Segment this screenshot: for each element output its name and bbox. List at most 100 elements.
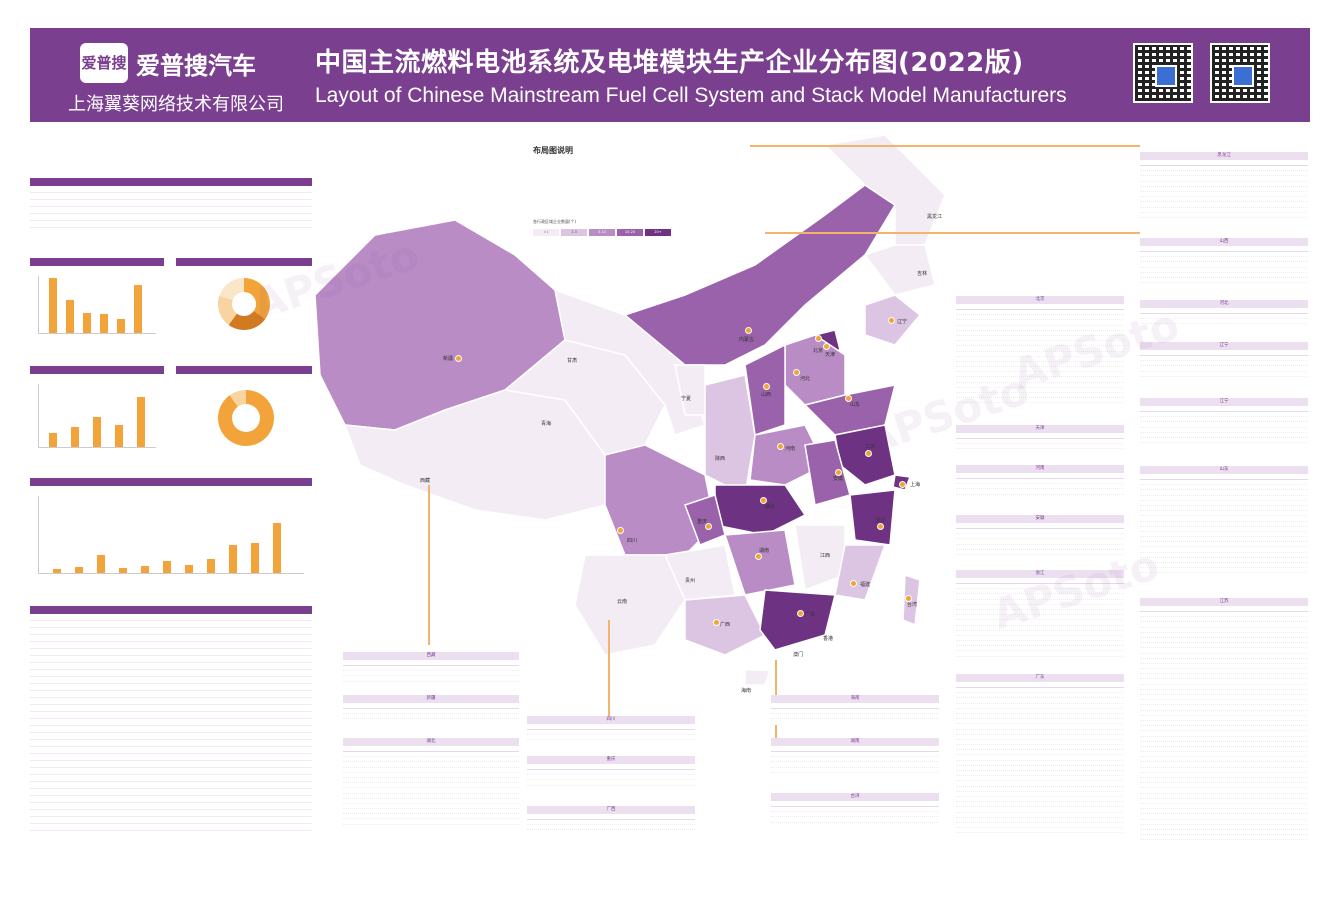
province-card-row xyxy=(1140,695,1308,701)
province-card-row xyxy=(343,794,519,799)
province-card-header xyxy=(1140,350,1308,356)
province-card-row xyxy=(1140,542,1308,548)
table-row xyxy=(30,705,312,712)
province-card-row xyxy=(343,666,519,672)
province-card-row xyxy=(1140,412,1308,418)
province-card-row xyxy=(1140,664,1308,670)
province-label: 北京 xyxy=(813,348,824,354)
chart-bar xyxy=(49,278,57,333)
province-card-row xyxy=(1140,638,1308,644)
footer-line xyxy=(30,854,1310,864)
province-card-row xyxy=(956,388,1124,393)
connector-line xyxy=(608,620,610,720)
province-card: 浙江 xyxy=(956,570,1124,666)
province-card-row xyxy=(956,529,1124,535)
province-card-row xyxy=(1140,820,1308,825)
province-card-row xyxy=(771,812,939,818)
province-card-row xyxy=(527,825,695,831)
province-card-row xyxy=(956,346,1124,352)
province-card-row xyxy=(956,828,1124,834)
province-card-row xyxy=(1140,773,1308,778)
province-card-row xyxy=(1140,490,1308,496)
province-card-row xyxy=(1140,356,1308,362)
province-card-row xyxy=(956,534,1124,540)
province-card-row xyxy=(1140,547,1308,553)
province-card-row xyxy=(771,714,939,720)
province-card-row xyxy=(1140,747,1308,753)
combo-chart-panel xyxy=(30,366,164,462)
province-card-row xyxy=(1140,659,1308,664)
province-card-row xyxy=(1140,202,1308,208)
province-label: 海南 xyxy=(741,688,752,694)
company-name: 上海翼葵网络技术有限公司 xyxy=(68,94,284,115)
province-card-row xyxy=(956,326,1124,331)
province-card-title: 新疆 xyxy=(343,695,519,703)
province-card-row xyxy=(956,320,1124,326)
legend-swatch: 10-20 xyxy=(617,229,643,236)
province-card-row xyxy=(1140,563,1308,569)
province-card-row xyxy=(1140,516,1308,522)
province-card-row xyxy=(956,693,1124,699)
province-label: 山西 xyxy=(761,392,772,398)
province-card-row xyxy=(771,807,939,813)
province-card-row xyxy=(956,761,1124,766)
province-card-header xyxy=(1140,308,1308,314)
donut-panel-2 xyxy=(176,366,312,462)
region-guangdong xyxy=(759,589,836,651)
chart-bar xyxy=(185,565,193,573)
province-card-row xyxy=(527,780,695,786)
table-row xyxy=(30,761,312,768)
province-card: 台湾 xyxy=(771,793,939,833)
province-card-row xyxy=(1140,208,1308,213)
province-label: 山东 xyxy=(850,402,861,408)
province-card-row xyxy=(956,393,1124,399)
province-card-row xyxy=(1140,278,1308,284)
province-card-row xyxy=(956,341,1124,347)
province-card-row xyxy=(527,770,695,776)
province-card-row xyxy=(1140,783,1308,789)
province-card-row xyxy=(956,730,1124,735)
province-card: 湖南 xyxy=(771,738,939,783)
table-row xyxy=(30,200,312,207)
province-card-row xyxy=(956,766,1124,771)
province-card-header xyxy=(343,660,519,666)
chart-bar xyxy=(66,300,74,333)
province-card-row xyxy=(343,752,519,758)
province-card-row xyxy=(1140,366,1308,372)
province-label: 西藏 xyxy=(420,478,431,484)
province-card-row xyxy=(956,398,1124,404)
province-card-row xyxy=(956,331,1124,336)
province-card-row xyxy=(1140,558,1308,563)
province-card-row xyxy=(956,802,1124,808)
province-card-header xyxy=(771,801,939,807)
province-label: 内蒙古 xyxy=(739,337,755,343)
page-title: 中国主流燃料电池系统及电堆模块生产企业分布图(2022版) xyxy=(315,48,1024,78)
province-card-title: 广东 xyxy=(956,674,1124,682)
province-card-row xyxy=(1140,166,1308,172)
province-card-title: 台湾 xyxy=(771,793,939,801)
map-dot xyxy=(877,523,884,530)
province-card-row xyxy=(343,819,519,825)
province-card-header xyxy=(343,703,519,709)
chart-bar xyxy=(137,397,145,447)
province-card-row xyxy=(1140,428,1308,433)
province-card: 海南 xyxy=(771,695,939,725)
table-row xyxy=(30,747,312,754)
province-card-row xyxy=(956,792,1124,797)
map-dot xyxy=(835,469,842,476)
province-label: 陕西 xyxy=(715,456,726,462)
province-card-row xyxy=(1140,612,1308,618)
table-row xyxy=(30,207,312,214)
province-card: 广西 xyxy=(527,806,695,836)
province-card-row xyxy=(1140,511,1308,517)
province-card-row xyxy=(956,818,1124,823)
province-card-row xyxy=(1140,485,1308,491)
chart-plot-area xyxy=(38,276,156,334)
province-card: 江宁 xyxy=(1140,398,1308,454)
chart-bar xyxy=(97,555,105,573)
map-dot xyxy=(617,527,624,534)
province-card-row xyxy=(1140,506,1308,512)
china-map: 黑龙江 吉林 辽宁 内蒙古 北京 天津 河北 山西 山东 新疆 甘肃 宁夏 青海… xyxy=(305,125,946,694)
province-card-row xyxy=(527,775,695,781)
province-card-header xyxy=(1140,474,1308,480)
